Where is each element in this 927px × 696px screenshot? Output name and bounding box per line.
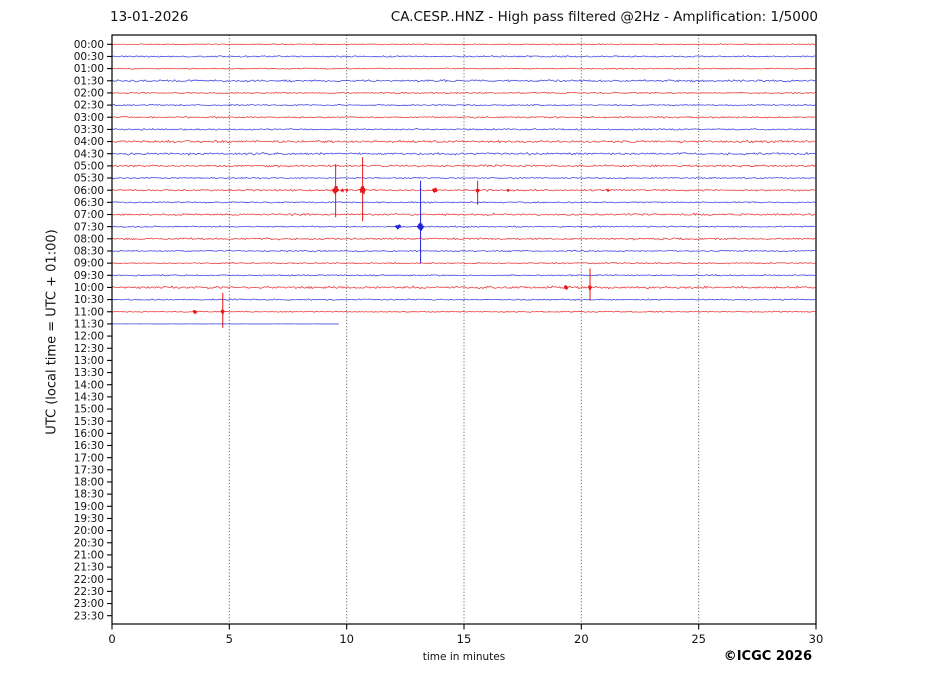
y-tick-label: 20:30 [74,537,104,549]
y-tick-label: 05:30 [74,173,104,185]
y-tick-label: 15:00 [74,404,104,416]
y-tick-label: 01:00 [74,63,104,75]
y-tick-label: 11:30 [74,319,104,331]
y-tick-label: 17:00 [74,452,104,464]
y-tick-label: 23:30 [74,610,104,622]
y-tick-label: 11:00 [74,306,104,318]
y-tick-label: 16:30 [74,440,104,452]
y-tick-label: 21:30 [74,562,104,574]
plot-date: 13-01-2026 [110,9,189,25]
x-tick-label: 0 [108,632,115,646]
event-burst-0600 [431,187,438,193]
trace-0100 [111,67,816,70]
y-tick-label: 17:30 [74,464,104,476]
y-tick-label: 20:00 [74,525,104,537]
event-burst-0600 [345,187,349,193]
y-tick-label: 12:30 [74,343,104,355]
x-tick-label: 10 [339,632,354,646]
trace-0400 [112,139,816,144]
trace-1100 [111,310,816,313]
y-tick-label: 02:00 [74,88,104,100]
trace-0500 [111,163,816,168]
y-tick-label: 16:00 [74,428,104,440]
event-burst-1100 [220,309,225,315]
event-burst-0600 [340,188,345,193]
y-tick-label: 04:00 [74,136,104,148]
y-tick-label: 02:30 [74,100,104,112]
event-burst-0730 [394,224,402,230]
y-tick-label: 15:30 [74,416,104,428]
y-tick-label: 08:00 [74,233,104,245]
trace-0830 [111,249,816,253]
x-tick-label: 15 [457,632,472,646]
y-tick-label: 13:30 [74,367,104,379]
trace-0900 [111,261,816,265]
y-tick-label: 03:00 [74,112,104,124]
x-tick-label: 25 [691,632,706,646]
copyright: ©ICGC 2026 [723,649,812,664]
trace-0600 [111,188,816,192]
trace-0200 [111,91,816,95]
event-burst-0600 [475,188,480,193]
plot-title: CA.CESP..HNZ - High pass filtered @2Hz -… [390,9,818,25]
event-burst-1100 [192,309,198,315]
trace-0230 [111,103,816,107]
y-tick-label: 13:00 [74,355,104,367]
event-burst-0600 [359,185,366,195]
y-tick-label: 23:00 [74,598,104,610]
y-tick-label: 06:30 [74,197,104,209]
y-tick-label: 22:00 [74,574,104,586]
trace-0430 [111,151,816,156]
x-tick-label: 5 [226,632,233,646]
y-tick-label: 18:30 [74,489,104,501]
y-tick-label: 19:30 [74,513,104,525]
event-burst-1000 [587,284,592,290]
y-tick-label: 07:00 [74,209,104,221]
y-tick-label: 09:00 [74,258,104,270]
x-axis-label: time in minutes [422,651,506,663]
y-tick-label: 10:00 [74,282,104,294]
y-tick-label: 01:30 [74,75,104,87]
y-tick-label: 07:30 [74,221,104,233]
event-burst-0600 [606,188,610,193]
trace-0700 [111,212,816,217]
trace-0630 [111,201,816,204]
y-tick-label: 09:30 [74,270,104,282]
trace-0330 [111,127,816,131]
y-tick-label: 21:00 [74,550,104,562]
event-burst-0730 [416,222,425,231]
event-burst-0600 [331,185,340,196]
y-tick-label: 14:30 [74,391,104,403]
trace-0130 [111,79,816,83]
trace-1000 [111,285,816,290]
y-tick-label: 03:30 [74,124,104,136]
y-tick-label: 05:00 [74,160,104,172]
y-tick-label: 19:00 [74,501,104,513]
y-tick-label: 00:00 [74,39,104,51]
y-tick-label: 22:30 [74,586,104,598]
trace-0730 [111,225,816,229]
y-tick-label: 14:00 [74,379,104,391]
y-tick-label: 06:00 [74,185,104,197]
trace-0300 [111,115,816,119]
y-tick-label: 12:00 [74,331,104,343]
event-burst-1000 [563,285,569,291]
y-tick-label: 08:30 [74,246,104,258]
trace-0000 [111,43,816,46]
trace-0530 [111,176,816,180]
x-tick-label: 20 [574,632,589,646]
y-tick-label: 18:00 [74,477,104,489]
event-burst-0600 [506,188,510,193]
y-tick-label: 00:30 [74,51,104,63]
trace-0800 [111,237,816,241]
trace-0030 [111,55,816,58]
y-tick-label: 04:30 [74,148,104,160]
trace-0930 [111,273,816,277]
x-tick-label: 30 [809,632,824,646]
y-tick-label: 10:30 [74,294,104,306]
trace-1030 [111,298,816,302]
